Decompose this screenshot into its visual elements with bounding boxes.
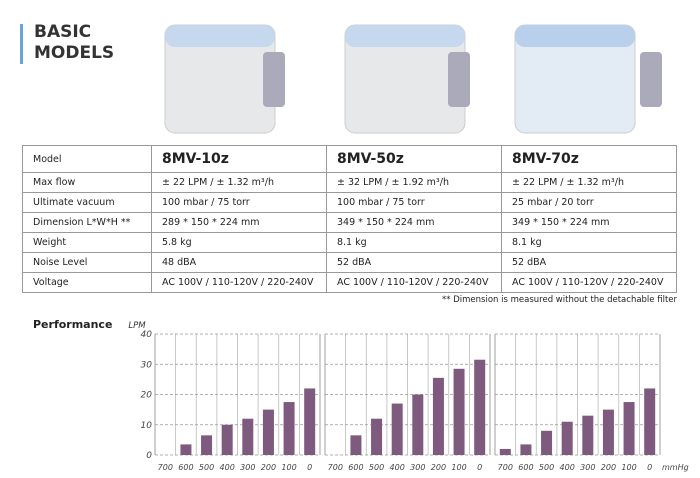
x-tick-label: 100 <box>451 463 466 472</box>
table-cell: Dimension L*W*H ** <box>22 212 152 233</box>
x-axis-label: mmHg <box>662 463 689 472</box>
accent-bar <box>20 24 23 64</box>
bar <box>371 418 383 455</box>
table-cell: Voltage <box>22 272 152 293</box>
x-tick-label: 200 <box>601 463 616 472</box>
table-row: Voltage AC 100V / 110-120V / 220-240V AC 1… <box>22 272 678 293</box>
table-cell: 8MV-10z <box>150 145 327 173</box>
bar <box>623 402 635 455</box>
bar <box>602 409 614 455</box>
bar <box>350 435 362 455</box>
x-tick-label: 400 <box>560 463 575 472</box>
bar <box>221 424 233 455</box>
table-cell: ± 22 LPM / ± 1.32 m³/h <box>500 172 678 193</box>
x-tick-label: 0 <box>647 463 652 472</box>
table-cell: Noise Level <box>22 252 152 273</box>
x-tick-label: 700 <box>498 463 513 472</box>
x-tick-label: 300 <box>580 463 595 472</box>
y-tick-label: 40 <box>141 330 153 340</box>
table-cell: Model <box>22 145 152 173</box>
table-cell: 8MV-70z <box>500 145 678 173</box>
table-cell: 52 dBA <box>500 252 678 273</box>
footnote: ** Dimension is measured without the det… <box>442 295 677 305</box>
bar <box>582 415 594 455</box>
section-title: Performance <box>33 318 113 331</box>
table-row: Weight 5.8 kg 8.1 kg 8.1 kg <box>22 232 678 253</box>
table-row: Noise Level 48 dBA 52 dBA 52 dBA <box>22 252 678 273</box>
product-image <box>164 24 662 134</box>
x-tick-label: 700 <box>328 463 343 472</box>
x-tick-label: 500 <box>369 463 384 472</box>
table-cell: AC 100V / 110-120V / 220-240V <box>325 272 502 293</box>
x-tick-label: 200 <box>431 463 446 472</box>
bar <box>304 388 316 455</box>
table-cell: ± 32 LPM / ± 1.92 m³/h <box>325 172 502 193</box>
table-cell: 100 mbar / 75 torr <box>325 192 502 213</box>
x-tick-label: 700 <box>158 463 173 472</box>
bar <box>644 388 656 455</box>
bar <box>541 430 553 455</box>
table-cell: 289 * 150 * 224 mm <box>150 212 327 233</box>
bar <box>391 403 403 455</box>
x-tick-label: 300 <box>410 463 425 472</box>
table-cell: 8.1 kg <box>325 232 502 253</box>
table-cell: 349 * 150 * 224 mm <box>325 212 502 233</box>
y-axis-label: LPM <box>128 321 146 331</box>
table-cell: AC 100V / 110-120V / 220-240V <box>500 272 678 293</box>
table-cell: 48 dBA <box>150 252 327 273</box>
table-row: Max flow ± 22 LPM / ± 1.32 m³/h ± 32 LPM /… <box>22 172 678 193</box>
x-tick-label: 400 <box>390 463 405 472</box>
y-tick-label: 0 <box>146 451 152 461</box>
bar <box>474 359 486 455</box>
x-tick-label: 600 <box>518 463 533 472</box>
table-cell: ± 22 LPM / ± 1.32 m³/h <box>150 172 327 193</box>
bar <box>242 418 254 455</box>
table-row: Ultimate vacuum 100 mbar / 75 torr 100 mba… <box>22 192 678 213</box>
y-tick-label: 30 <box>141 360 153 370</box>
table-cell: AC 100V / 110-120V / 220-240V <box>150 272 327 293</box>
bar <box>180 444 192 455</box>
x-tick-label: 100 <box>621 463 636 472</box>
table-cell: 349 * 150 * 224 mm <box>500 212 678 233</box>
spec-table: Model 8MV-10z 8MV-50z 8MV-70z Max flow ± 22 L… <box>22 145 678 293</box>
x-tick-label: 500 <box>539 463 554 472</box>
x-tick-label: 500 <box>199 463 214 472</box>
bar <box>453 368 465 455</box>
bar <box>262 409 274 455</box>
table-cell: 8.1 kg <box>500 232 678 253</box>
bar <box>499 448 511 455</box>
table-cell: Weight <box>22 232 152 253</box>
y-tick-label: 20 <box>141 391 153 401</box>
x-tick-label: 0 <box>307 463 312 472</box>
table-row: Model 8MV-10z 8MV-50z 8MV-70z <box>22 145 678 173</box>
table-cell: 5.8 kg <box>150 232 327 253</box>
table-cell: 8MV-50z <box>325 145 502 173</box>
x-tick-label: 600 <box>348 463 363 472</box>
bar <box>432 377 444 455</box>
table-cell: 52 dBA <box>325 252 502 273</box>
x-tick-label: 0 <box>477 463 482 472</box>
title: BASIC MODELS <box>34 22 115 63</box>
bar <box>412 394 424 455</box>
table-cell: 25 mbar / 20 torr <box>500 192 678 213</box>
bar <box>520 444 532 455</box>
x-tick-label: 600 <box>178 463 193 472</box>
table-cell: 100 mbar / 75 torr <box>150 192 327 213</box>
table-cell: Max flow <box>22 172 152 193</box>
x-tick-label: 200 <box>261 463 276 472</box>
bar <box>283 402 295 455</box>
x-tick-label: 400 <box>220 463 235 472</box>
bar <box>561 421 573 455</box>
table-row: Dimension L*W*H ** 289 * 150 * 224 mm 349 … <box>22 212 678 233</box>
bar <box>201 435 213 455</box>
x-tick-label: 100 <box>281 463 296 472</box>
table-cell: Ultimate vacuum <box>22 192 152 213</box>
y-tick-label: 10 <box>141 421 153 431</box>
x-tick-label: 300 <box>240 463 255 472</box>
